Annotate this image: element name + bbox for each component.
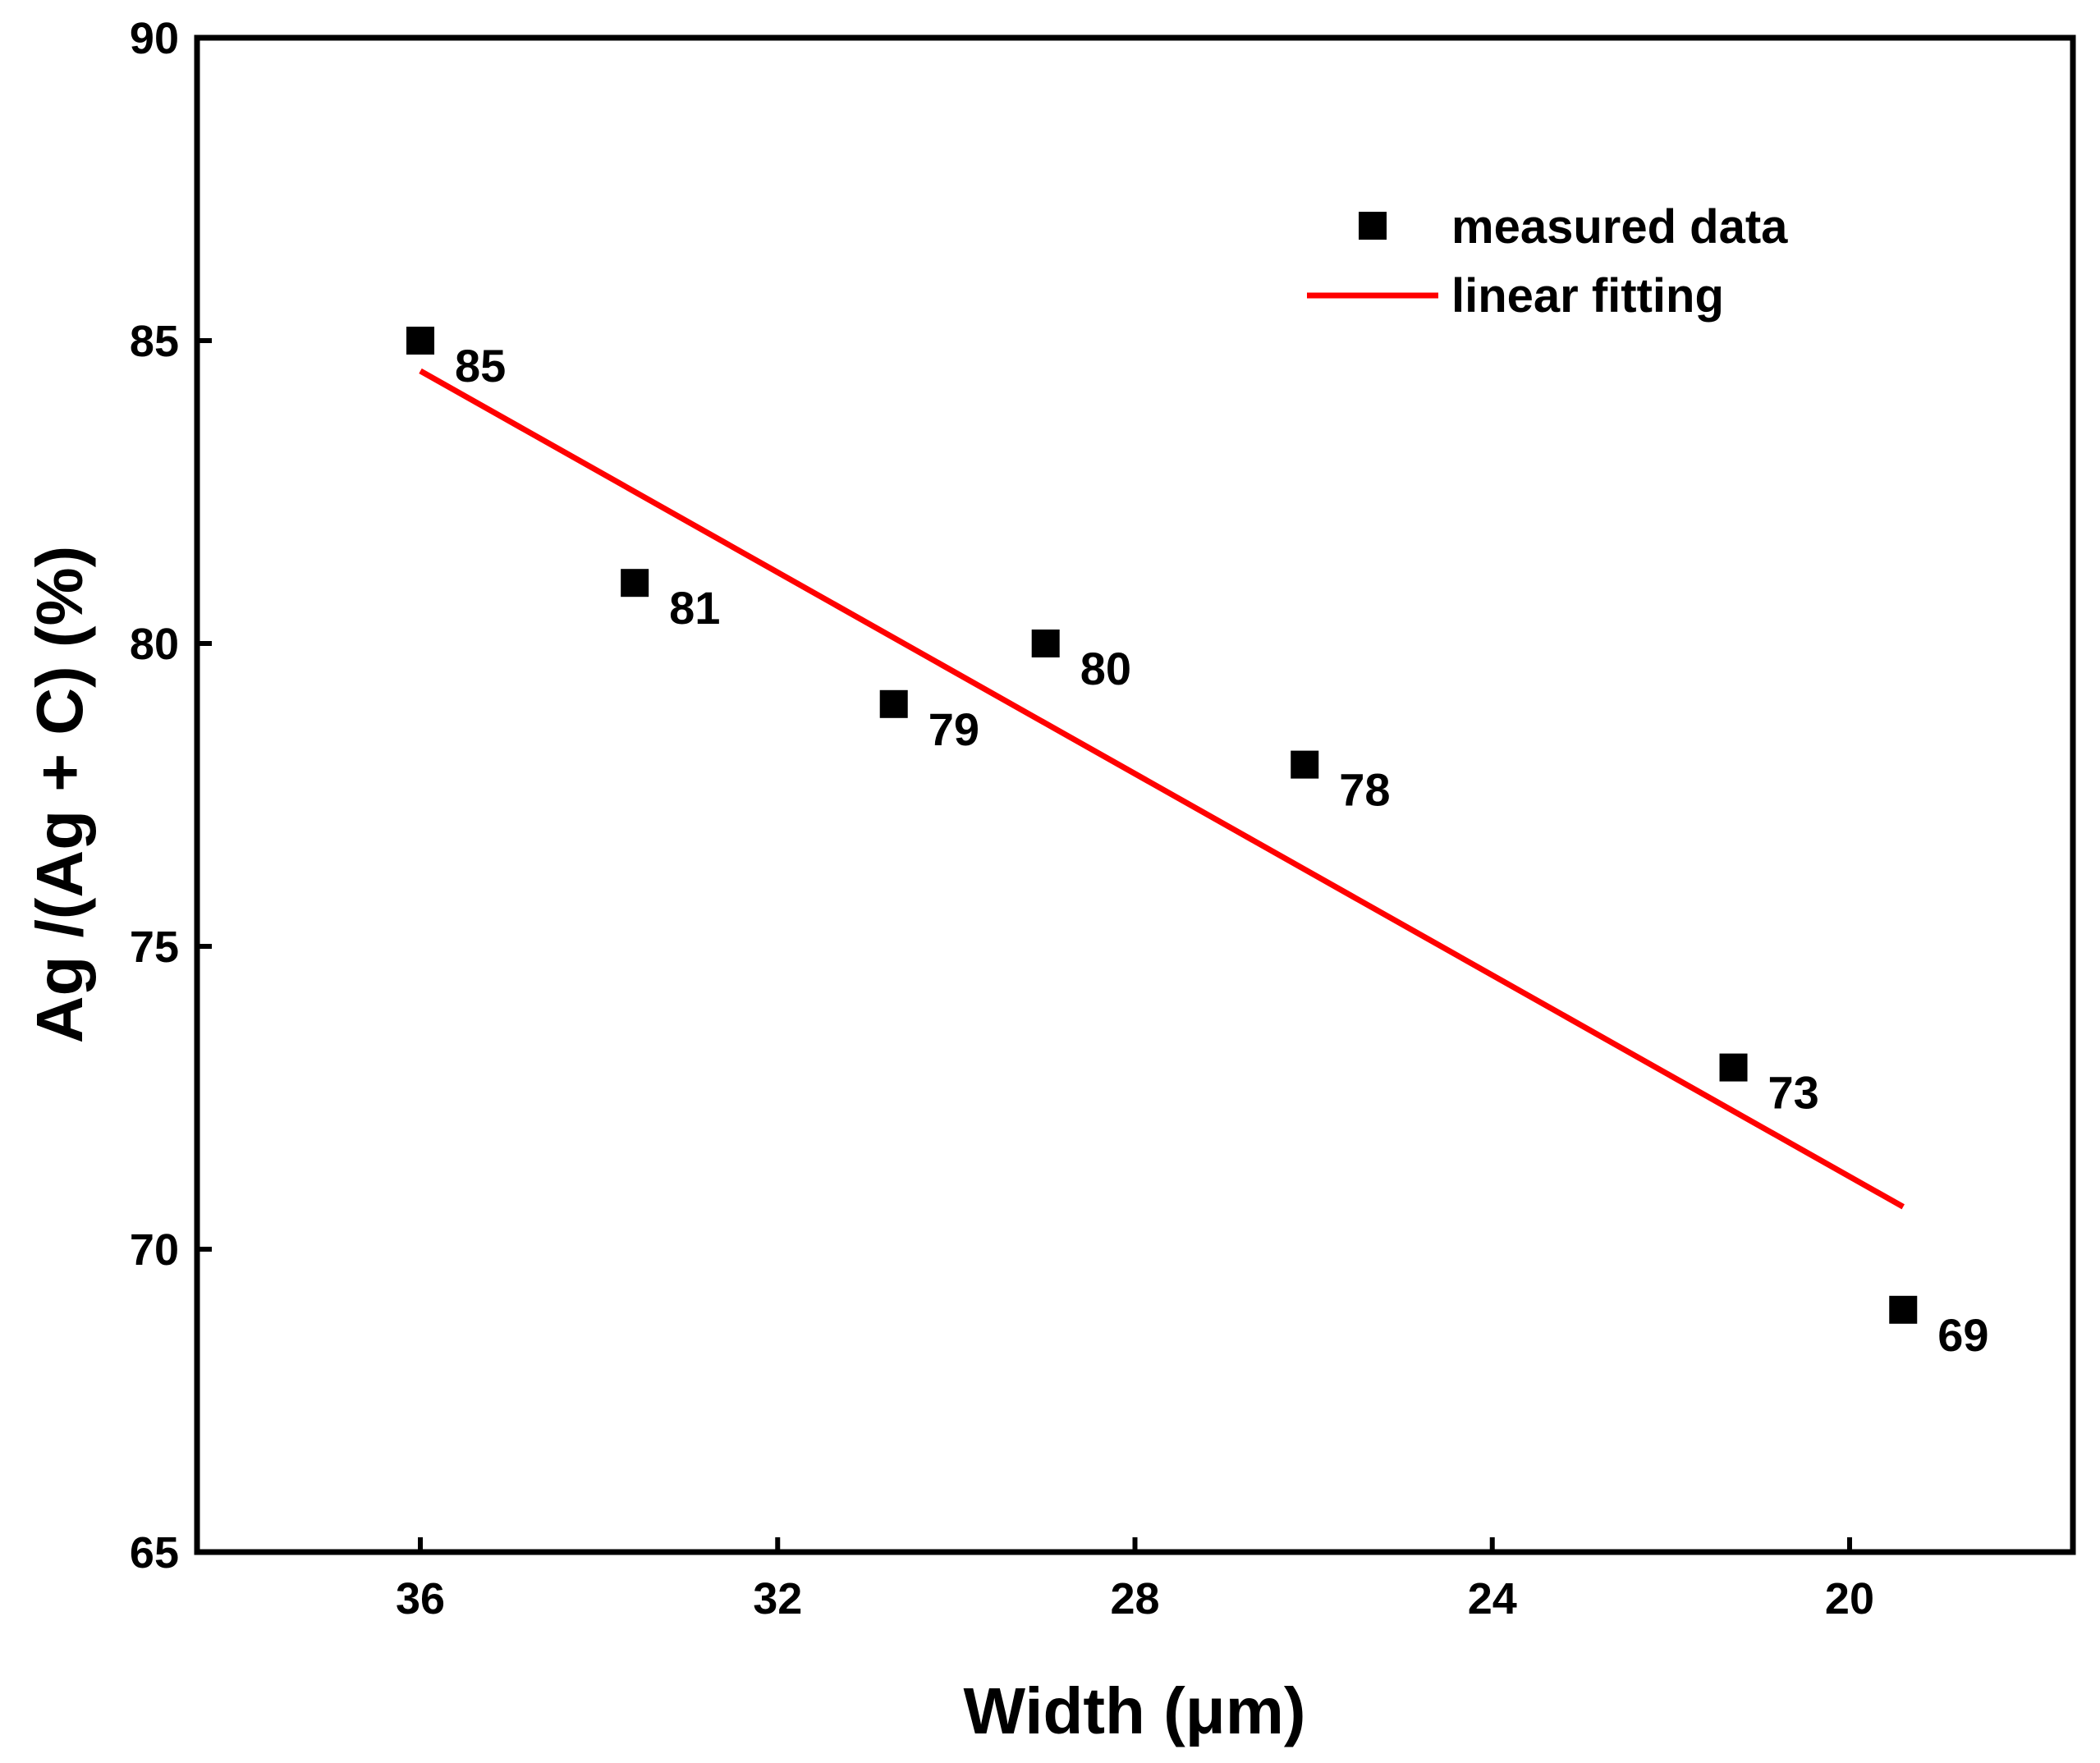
legend: measured data linear fitting [1307, 200, 1788, 323]
data-label: 78 [1339, 764, 1390, 816]
data-label: 81 [669, 582, 720, 634]
y-axis: 65 70 75 80 85 90 [130, 14, 212, 1578]
x-tick-label: 20 [1825, 1574, 1874, 1623]
x-tick-label: 32 [753, 1574, 802, 1623]
data-point [621, 569, 649, 598]
data-label: 80 [1080, 643, 1131, 694]
y-tick-label: 80 [130, 620, 179, 669]
data-point [1719, 1053, 1748, 1082]
fit-layer [419, 368, 1905, 1210]
x-tick-label: 28 [1110, 1574, 1159, 1623]
data-label: 73 [1768, 1067, 1819, 1119]
plot-frame [194, 34, 2076, 1555]
data-point [1889, 1295, 1918, 1324]
y-tick-label: 70 [130, 1225, 179, 1275]
legend-label-fit: linear fitting [1451, 269, 1724, 323]
data-label: 85 [455, 340, 506, 392]
data-point [406, 327, 435, 355]
x-tick-label: 36 [396, 1574, 445, 1623]
x-axis-title: Width (μm) [964, 1674, 1306, 1747]
data-point [879, 689, 908, 718]
y-axis-title: Ag /(Ag + C) (%) [23, 546, 96, 1044]
data-point [1291, 750, 1319, 779]
y-tick-label: 90 [130, 14, 179, 63]
data-label: 69 [1937, 1309, 1988, 1361]
linear-fit-line [419, 368, 1905, 1210]
data-point [1031, 630, 1060, 657]
y-tick-label: 85 [130, 317, 179, 366]
legend-marker-measured [1359, 212, 1387, 240]
data-label: 79 [928, 703, 979, 755]
y-tick-label: 65 [130, 1528, 179, 1578]
points-layer: 85 81 79 80 78 73 69 [406, 327, 1989, 1361]
y-tick-label: 75 [130, 923, 179, 972]
legend-label-measured: measured data [1451, 200, 1788, 254]
x-axis: 36 32 28 24 20 [396, 1537, 1874, 1623]
x-tick-label: 24 [1468, 1574, 1517, 1623]
